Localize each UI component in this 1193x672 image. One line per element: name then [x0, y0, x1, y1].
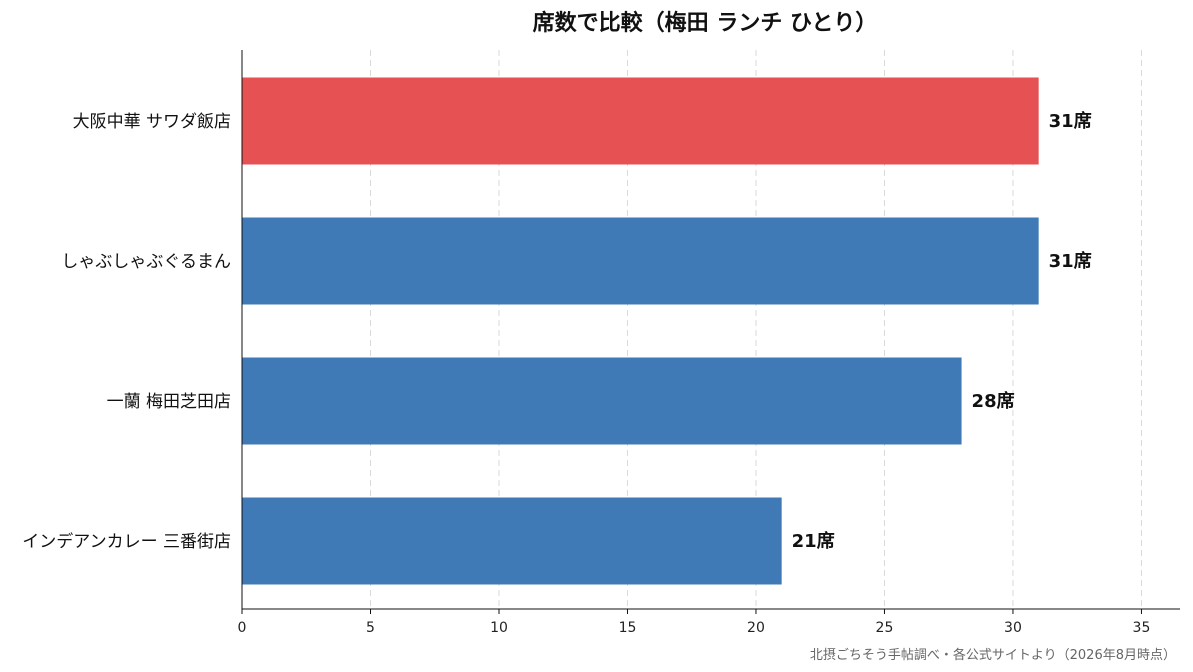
x-tick-label-1: 5: [366, 620, 375, 636]
data-label-3: 21席: [792, 530, 835, 552]
bar-3: [242, 497, 782, 585]
x-tick-label-4: 20: [747, 620, 765, 636]
x-tick-label-7: 35: [1133, 620, 1151, 636]
bar-0: [242, 77, 1039, 165]
x-tick-label-0: 0: [238, 620, 247, 636]
x-tick-label-6: 30: [1004, 620, 1022, 636]
x-tick-label-5: 25: [876, 620, 894, 636]
x-tick-label-3: 15: [619, 620, 637, 636]
bar-2: [242, 357, 962, 445]
bars: [242, 77, 1039, 585]
category-label-3: インデアンカレー 三番街店: [22, 531, 231, 552]
data-label-2: 28席: [972, 390, 1015, 412]
category-label-1: しゃぶしゃぶぐるまん: [61, 252, 231, 272]
category-label-0: 大阪中華 サワダ飯店: [73, 112, 231, 132]
axes: 0 5 10 15 20 25 30 35: [238, 50, 1180, 636]
chart-title: 席数で比較（梅田 ランチ ひとり）: [533, 10, 878, 36]
data-label-1: 31席: [1049, 250, 1092, 272]
x-tick-label-2: 10: [490, 620, 508, 636]
source-note: 北摂ごちそう手帖調べ・各公式サイトより（2026年8月時点）: [810, 647, 1176, 663]
bar-1: [242, 217, 1039, 305]
category-label-2: 一蘭 梅田芝田店: [107, 392, 231, 412]
data-label-0: 31席: [1049, 110, 1092, 132]
